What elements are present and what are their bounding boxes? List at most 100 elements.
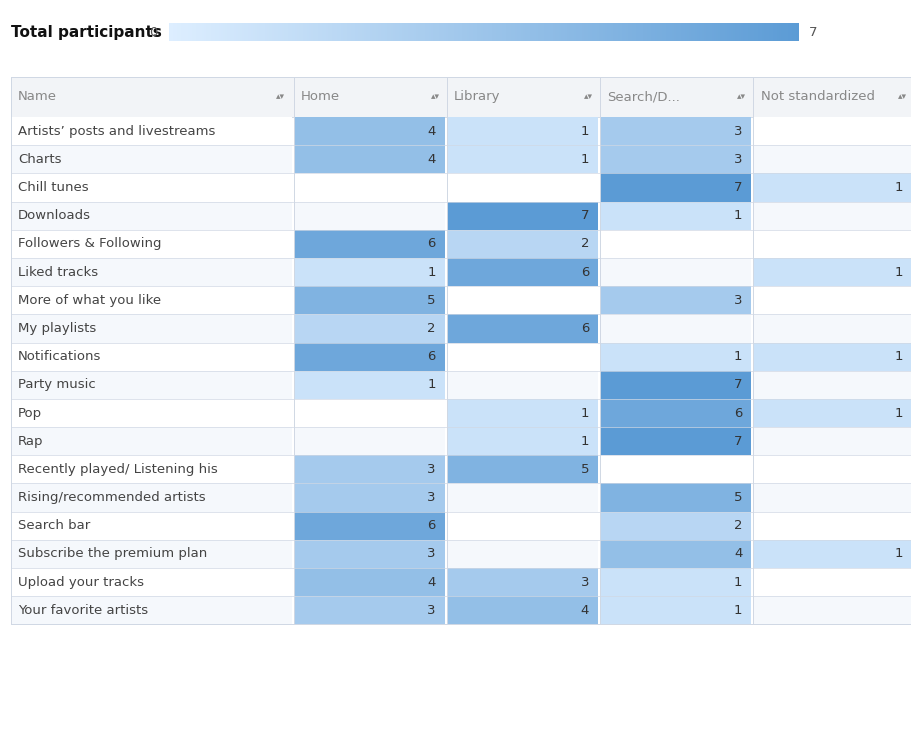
Bar [293,286,445,315]
Text: Total participants: Total participants [11,25,161,40]
Bar [650,23,653,41]
Bar [219,23,222,41]
Bar [11,483,292,512]
Bar [742,23,745,41]
Text: 7: 7 [808,26,816,39]
Bar [212,23,216,41]
Bar [11,117,292,145]
Bar [11,399,292,427]
Bar [752,399,911,427]
Bar [262,23,266,41]
Bar [313,23,316,41]
Text: 0: 0 [149,26,158,39]
Bar [399,23,402,41]
Bar [744,23,748,41]
Bar [185,23,189,41]
Bar [231,23,234,41]
Bar [776,23,779,41]
Text: 1: 1 [733,209,742,223]
Bar [336,23,339,41]
Bar [394,23,398,41]
Bar [741,23,743,41]
Bar [562,23,566,41]
Bar [730,23,733,41]
Bar [191,23,195,41]
Bar [783,23,785,41]
Bar [11,315,292,343]
Bar [200,23,203,41]
Bar [747,23,750,41]
Bar [518,23,521,41]
Text: Upload your tracks: Upload your tracks [18,575,144,589]
Bar [380,23,384,41]
Bar [667,23,670,41]
Bar [346,23,350,41]
Text: 4: 4 [427,153,435,166]
Bar [281,23,285,41]
Bar [615,23,618,41]
Bar [223,23,226,41]
Bar [349,23,352,41]
Bar [496,23,498,41]
Bar [470,23,474,41]
Bar [752,568,911,596]
Bar [404,23,406,41]
Bar [684,23,687,41]
Bar [446,483,598,512]
Bar [293,230,445,258]
Text: My playlists: My playlists [18,322,97,335]
Bar [752,315,911,343]
Bar [447,23,450,41]
Bar [351,23,353,41]
Bar [762,23,764,41]
Bar [11,77,911,117]
Bar [691,23,693,41]
Bar [299,23,302,41]
Bar [236,23,239,41]
Bar [267,23,270,41]
Text: Search bar: Search bar [18,519,90,532]
Bar [220,23,224,41]
Bar [328,23,331,41]
Bar [425,23,427,41]
Bar [334,23,337,41]
Bar [446,343,598,370]
Bar [671,23,674,41]
Text: Pop: Pop [18,406,42,419]
Bar [188,23,190,41]
Text: ▴▾: ▴▾ [275,92,284,102]
Bar [294,23,297,41]
Bar [315,23,318,41]
Bar [784,23,787,41]
Bar [302,23,306,41]
Bar [452,23,455,41]
Bar [791,23,793,41]
Bar [483,23,486,41]
Text: 1: 1 [733,604,742,617]
Bar [269,23,272,41]
Bar [240,23,242,41]
Bar [599,173,751,201]
Bar [225,23,228,41]
Bar [439,23,442,41]
Bar [752,483,911,512]
Bar [478,23,482,41]
Bar [414,23,416,41]
Bar [11,258,292,286]
Bar [11,540,292,568]
Bar [290,23,293,41]
Bar [523,23,526,41]
Bar [514,23,517,41]
Text: 5: 5 [733,491,742,504]
Bar [617,23,619,41]
Bar [198,23,200,41]
Bar [599,427,751,455]
Bar [476,23,479,41]
Bar [446,173,598,201]
Bar [699,23,701,41]
Bar [296,23,300,41]
Bar [11,568,292,596]
Text: 6: 6 [733,406,742,419]
Bar [613,23,616,41]
Bar [726,23,729,41]
